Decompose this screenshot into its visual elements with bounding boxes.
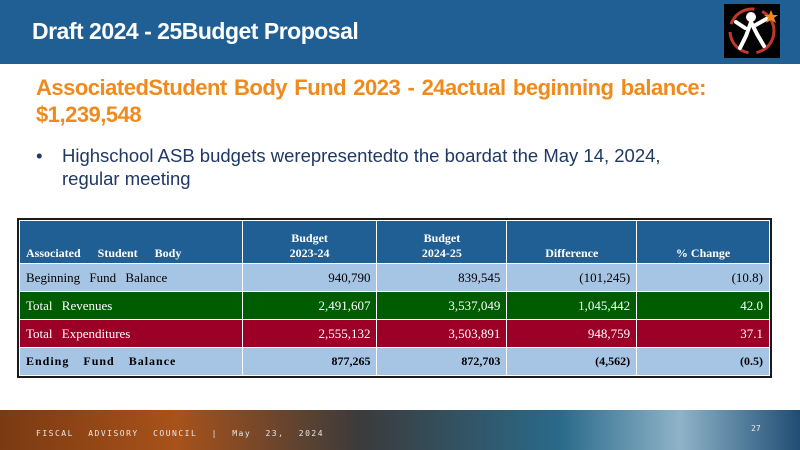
cell-pct-change: (10.8) xyxy=(636,263,770,292)
table-row: Total Expenditures 2,555,132 3,503,891 9… xyxy=(19,319,770,348)
cell-budget-2023-24: 2,555,132 xyxy=(241,319,378,348)
cell-budget-2024-25: 3,503,891 xyxy=(376,319,508,348)
cell-difference: 1,045,442 xyxy=(506,291,638,320)
cell-difference: 948,759 xyxy=(506,319,638,348)
header-banner: Draft 2024 - 25Budget Proposal xyxy=(0,0,800,64)
row-label: Total Revenues xyxy=(19,291,243,320)
header-budget-2024-25: Budget 2024-25 xyxy=(376,220,508,264)
footer-text: FISCAL ADVISORY COUNCIL | May 23, 2024 xyxy=(36,429,325,438)
table-row: Beginning Fund Balance 940,790 839,545 (… xyxy=(19,263,770,292)
district-logo-icon xyxy=(724,4,780,58)
cell-budget-2024-25: 839,545 xyxy=(376,263,508,292)
header-year-label: 2023-24 xyxy=(289,246,330,260)
cell-budget-2024-25: 872,703 xyxy=(376,347,508,376)
header-budget-label: Budget xyxy=(423,231,461,245)
header-difference: Difference xyxy=(506,220,638,264)
header-associated-student-body: Associated Student Body xyxy=(19,220,243,264)
bullet-symbol: • xyxy=(36,145,43,166)
cell-budget-2023-24: 877,265 xyxy=(241,347,378,376)
bullet-text: Highschool ASB budgets werepresentedto t… xyxy=(62,145,661,189)
table-row: Total Revenues 2,491,607 3,537,049 1,045… xyxy=(19,291,770,320)
cell-budget-2024-25: 3,537,049 xyxy=(376,291,508,320)
asb-budget-table: Associated Student Body Budget 2023-24 B… xyxy=(17,218,772,378)
row-label: Total Expenditures xyxy=(19,319,243,348)
slide-title: Draft 2024 - 25Budget Proposal xyxy=(32,18,359,44)
cell-difference: (101,245) xyxy=(506,263,638,292)
footer-band xyxy=(0,410,800,450)
cell-budget-2023-24: 2,491,607 xyxy=(241,291,378,320)
page-number: 27 xyxy=(751,424,761,433)
table-header-row: Associated Student Body Budget 2023-24 B… xyxy=(19,220,770,264)
cell-pct-change: 42.0 xyxy=(636,291,770,320)
asb-beginning-balance-heading: AssociatedStudent Body Fund 2023 - 24act… xyxy=(36,75,707,127)
table-row: Ending Fund Balance 877,265 872,703 (4,5… xyxy=(19,347,770,376)
header-budget-label: Budget xyxy=(291,231,328,245)
cell-pct-change: (0.5) xyxy=(636,347,770,376)
cell-budget-2023-24: 940,790 xyxy=(241,263,378,292)
row-label: Beginning Fund Balance xyxy=(19,263,243,292)
cell-pct-change: 37.1 xyxy=(636,319,770,348)
cell-difference: (4,562) xyxy=(506,347,638,376)
row-label: Ending Fund Balance xyxy=(19,347,243,376)
header-pct-change: % Change xyxy=(636,220,770,264)
header-budget-2023-24: Budget 2023-24 xyxy=(241,220,378,264)
header-year-label: 2024-25 xyxy=(421,246,462,260)
